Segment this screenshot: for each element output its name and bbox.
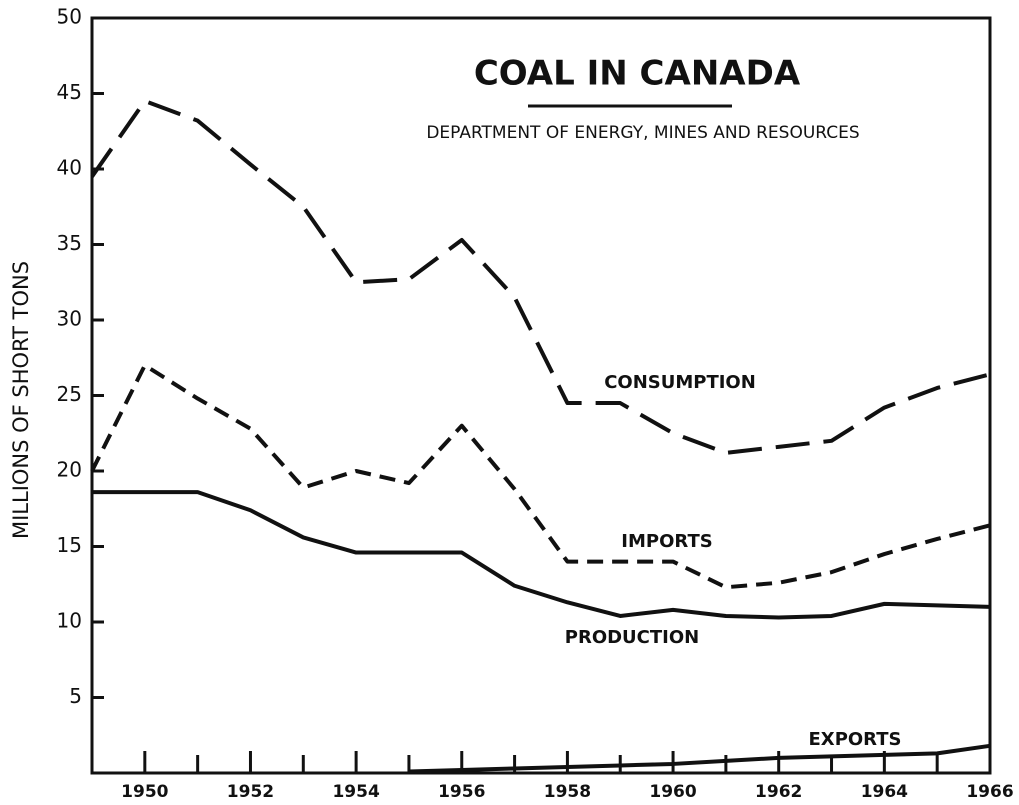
y-tick-label: 40: [57, 156, 82, 180]
x-tick-label: 1950: [121, 782, 168, 802]
x-tick-label: 1954: [332, 782, 379, 802]
series-label: IMPORTS: [621, 531, 712, 552]
y-tick-label: 20: [57, 458, 82, 482]
y-tick-label: 15: [57, 533, 82, 557]
series-line: [90, 99, 991, 455]
x-tick-label: 1960: [649, 782, 696, 802]
y-tick-label: 30: [57, 307, 82, 331]
series-line: [408, 743, 991, 774]
x-tick-label: 1964: [861, 782, 908, 802]
series-label: PRODUCTION: [565, 627, 699, 648]
y-tick-label: 35: [57, 231, 82, 255]
y-axis-label: MILLIONS OF SHORT TONS: [9, 261, 33, 539]
x-tick-label: 1958: [544, 782, 591, 802]
y-tick-label: 50: [57, 5, 82, 29]
series-label: CONSUMPTION: [604, 372, 756, 393]
series-label: EXPORTS: [809, 729, 902, 750]
x-tick-label: 1962: [755, 782, 802, 802]
y-tick-label: 25: [57, 382, 82, 406]
series-line: [90, 363, 991, 590]
y-tick-label: 45: [57, 80, 82, 104]
x-tick-label: 1966: [966, 782, 1013, 802]
x-tick-label: 1952: [227, 782, 274, 802]
chart-title: COAL IN CANADA: [474, 54, 801, 94]
x-tick-label: 1956: [438, 782, 485, 802]
y-tick-label: 5: [69, 684, 82, 708]
chart-subtitle: DEPARTMENT OF ENERGY, MINES AND RESOURCE…: [426, 123, 859, 143]
series-line: [92, 490, 991, 620]
y-tick-label: 10: [57, 609, 82, 633]
